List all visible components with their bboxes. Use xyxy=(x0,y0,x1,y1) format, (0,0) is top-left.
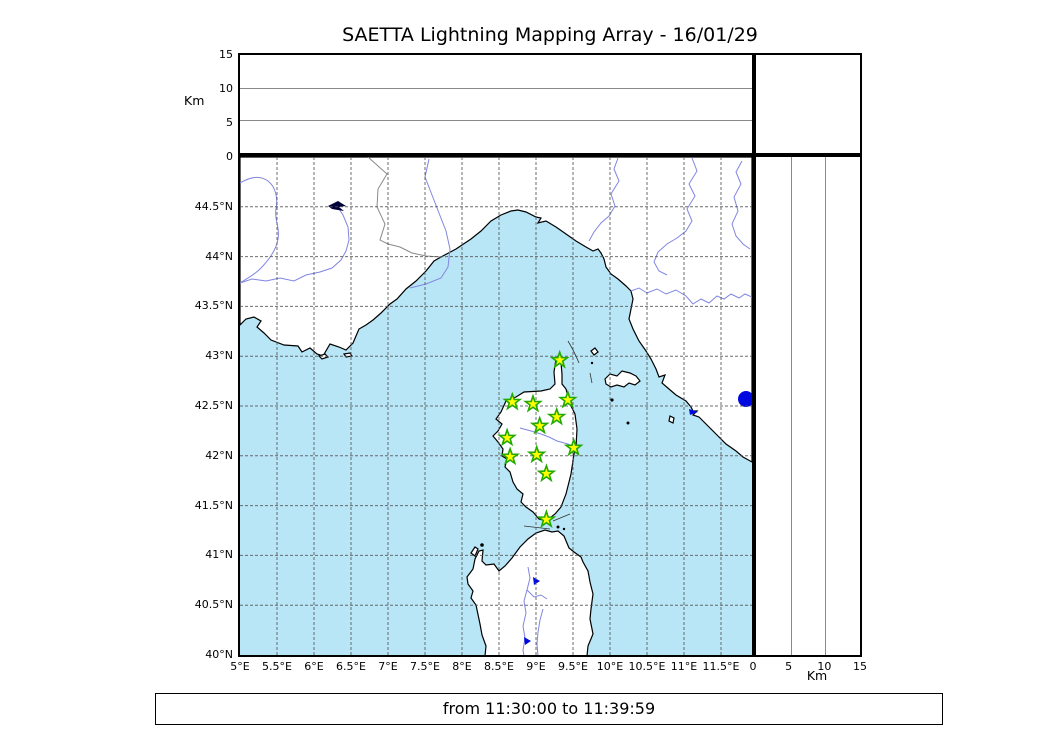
lon-tick-label: 8°E xyxy=(452,660,472,673)
lake-sardinia-2 xyxy=(524,637,531,645)
river xyxy=(731,160,751,250)
alt-axis-unit-right: Km xyxy=(806,668,828,683)
lat-tick-label: 43.5°N xyxy=(194,299,233,313)
alt-gridline-5km xyxy=(791,157,792,655)
asinara-islet-2 xyxy=(480,543,484,547)
lake-sardinia-1 xyxy=(533,577,540,585)
lon-tick-label: 11.5°E xyxy=(702,660,740,673)
alt-tick-label: 15 xyxy=(853,660,867,673)
alt-axis-unit-left: Km xyxy=(184,93,205,108)
alt-tick-label: 10 xyxy=(817,660,832,673)
lon-tick-label: 10.5°E xyxy=(628,660,666,673)
asinara-island xyxy=(470,546,479,557)
admin-borders-group xyxy=(367,157,442,258)
station-star-marker xyxy=(502,391,523,411)
river xyxy=(522,566,531,655)
river xyxy=(526,589,548,600)
lon-tick-label: 10°E xyxy=(596,660,624,673)
pianosa-islet xyxy=(610,398,614,402)
river xyxy=(588,157,620,242)
islet-dots-group xyxy=(480,361,630,547)
alt-tick-label: 10 xyxy=(219,82,233,95)
alt-gridline-10km xyxy=(825,157,826,655)
station-star-marker xyxy=(523,393,543,413)
river xyxy=(409,158,451,289)
lake-serre-poncon xyxy=(328,201,346,211)
lakes-group xyxy=(524,391,752,645)
line-feature xyxy=(589,372,593,384)
station-star-marker xyxy=(563,437,584,457)
maddalena-islet-1 xyxy=(556,525,560,529)
river xyxy=(653,157,698,276)
map-svg xyxy=(240,157,752,655)
line-feature xyxy=(523,525,551,530)
lon-tick-label: 5.5°E xyxy=(262,660,292,673)
small-islet xyxy=(590,361,594,365)
time-range-label: from 11:30:00 to 11:39:59 xyxy=(442,699,656,718)
alt-tick-label: 0 xyxy=(226,150,233,163)
station-star-marker xyxy=(526,444,547,464)
station-star-marker xyxy=(536,508,557,528)
lake-bolsena xyxy=(738,391,752,407)
lon-tick-label: 9.5°E xyxy=(558,660,588,673)
alt-gridline-5km xyxy=(240,120,752,121)
lat-altitude-panel xyxy=(752,157,862,657)
lon-tick-label: 7.5°E xyxy=(410,660,440,673)
alt-tick-label: 15 xyxy=(219,48,233,61)
lat-tick-label: 40°N xyxy=(205,648,233,661)
capraia-island xyxy=(590,347,599,356)
maddalena-islet-2 xyxy=(562,527,566,531)
giglio-island xyxy=(668,415,675,424)
station-star-marker xyxy=(549,349,570,369)
lat-tick-label: 44.5°N xyxy=(194,199,233,213)
line-feature xyxy=(567,340,580,364)
lat-tick-label: 42.5°N xyxy=(194,399,233,412)
alt-gridline-10km xyxy=(240,88,752,89)
alt-tick-label: 0 xyxy=(749,660,757,673)
alt-tick-label: 5 xyxy=(785,660,793,673)
line-feature xyxy=(552,513,571,522)
station-markers xyxy=(497,349,584,528)
france-italy-border xyxy=(367,157,442,258)
thin-line-features xyxy=(523,340,593,530)
river xyxy=(240,208,350,284)
corsica-coastline xyxy=(492,352,578,522)
lat-tick-label: 41.5°N xyxy=(194,498,233,512)
river-golo xyxy=(519,427,577,449)
lat-tick-label: 40.5°N xyxy=(194,598,233,612)
montecristo-islet xyxy=(626,421,630,425)
lat-tick-label: 41°N xyxy=(205,548,233,562)
lon-altitude-panel xyxy=(238,53,754,157)
elba-island xyxy=(604,370,641,388)
station-star-marker xyxy=(546,406,567,426)
river xyxy=(536,608,544,655)
station-star-marker xyxy=(500,446,521,466)
lon-tick-label: 5°E xyxy=(230,660,250,673)
lon-tick-label: 6°E xyxy=(304,660,324,673)
figure-title: SAETTA Lightning Mapping Array - 16/01/2… xyxy=(342,24,758,46)
map-panel xyxy=(238,157,756,657)
mainland-coastline xyxy=(240,157,752,463)
alt-tick-label: 5 xyxy=(226,116,233,129)
latlon-grid xyxy=(240,157,752,655)
station-star-marker xyxy=(497,427,517,447)
hyeres-island-1 xyxy=(317,353,330,360)
lon-tick-label: 7°E xyxy=(378,660,398,673)
station-star-marker xyxy=(557,389,578,409)
river-arno xyxy=(630,287,752,305)
lat-tick-label: 42°N xyxy=(205,448,233,462)
lon-tick-label: 11°E xyxy=(670,660,698,673)
lake-orbetello xyxy=(689,409,698,415)
station-star-marker xyxy=(536,463,557,483)
lon-tick-label: 6.5°E xyxy=(336,660,366,673)
lat-tick-label: 43°N xyxy=(205,349,233,363)
corner-panel xyxy=(752,53,862,157)
lon-tick-label: 8.5°E xyxy=(484,660,514,673)
lon-tick-label: 9°E xyxy=(526,660,546,673)
station-star-marker xyxy=(529,415,550,435)
time-range-box: from 11:30:00 to 11:39:59 xyxy=(155,693,943,725)
lat-tick-label: 44°N xyxy=(205,249,233,263)
